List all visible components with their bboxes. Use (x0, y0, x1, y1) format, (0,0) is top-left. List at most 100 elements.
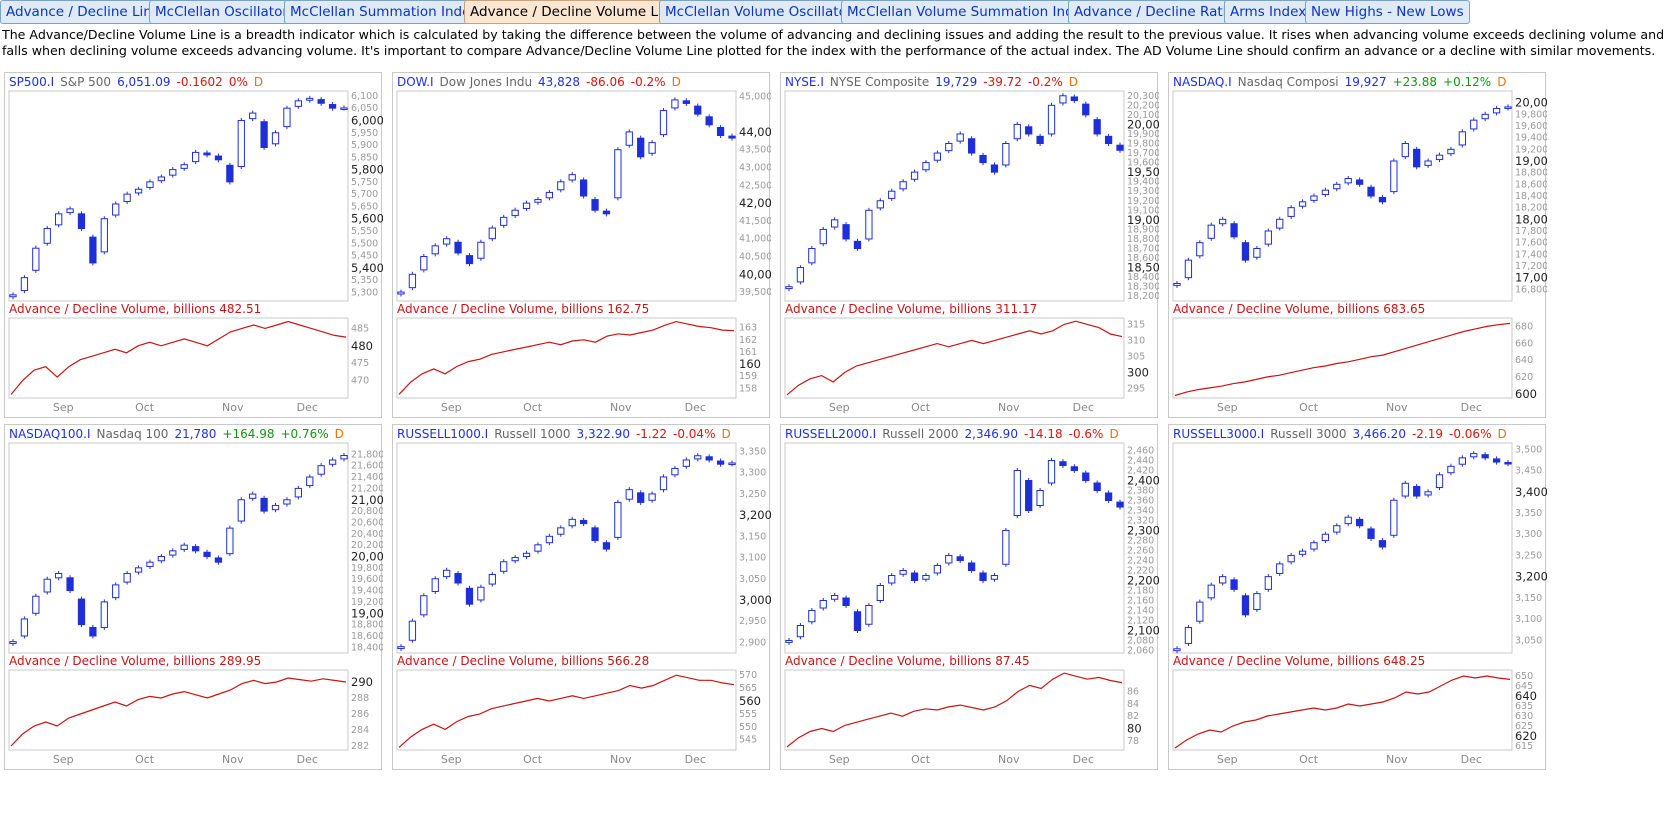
candle (922, 162, 930, 171)
symbol-link[interactable]: SP500.I (9, 75, 54, 89)
ad-tick-label: 550 (739, 722, 757, 733)
candle (705, 116, 713, 126)
candle (682, 459, 690, 467)
price-tick-label: 16,800 (1515, 284, 1547, 295)
tab-mcclellan-oscillator[interactable]: McClellan Oscillator (149, 0, 294, 24)
ad-tick-label: 680 (1515, 321, 1533, 332)
price-tick-label: 5,400 (351, 261, 383, 275)
tab-mcclellan-volume-summation-index[interactable]: McClellan Volume Summation Index (841, 0, 1096, 24)
period-button[interactable]: D (672, 75, 681, 89)
index-name: Dow Jones Indu (440, 75, 533, 89)
candle (1321, 533, 1330, 542)
price-tick-label: 20,200 (1127, 100, 1159, 111)
period-button[interactable]: D (1497, 427, 1506, 441)
price-tick-label: 18,300 (1127, 282, 1159, 293)
ad-plot-area (784, 669, 1125, 751)
candle (625, 131, 633, 146)
month-label: Sep (53, 753, 74, 766)
candle (203, 551, 211, 558)
ad-tick-label: 560 (739, 694, 761, 708)
price-tick-label: 18,200 (1515, 203, 1547, 214)
candle (1390, 499, 1398, 536)
candle (1298, 550, 1307, 555)
candle (1047, 104, 1056, 135)
price-tick-label: 20,600 (351, 517, 383, 528)
month-label: Sep (1217, 401, 1238, 414)
ad-tick-label: 162 (739, 335, 757, 346)
symbol-link[interactable]: NASDAQ100.I (9, 427, 91, 441)
symbol-link[interactable]: RUSSELL1000.I (397, 427, 488, 441)
candle (146, 181, 154, 188)
candle (933, 152, 942, 161)
candle (637, 492, 645, 503)
ad-tick-label: 635 (1515, 701, 1533, 712)
candle (659, 110, 668, 136)
month-label: Sep (441, 753, 462, 766)
candle (283, 107, 291, 128)
price-plot-area (396, 90, 737, 302)
candle (317, 99, 325, 104)
candle (967, 562, 976, 571)
tab-advance-decline-ratio[interactable]: Advance / Decline Ratio (1068, 0, 1241, 24)
price-tick-label: 2,160 (1127, 596, 1154, 607)
price-tick-label: 19,000 (1515, 154, 1547, 168)
price-tick-label: 3,200 (739, 508, 771, 522)
period-button[interactable]: D (254, 75, 263, 89)
tab-new-highs-new-lows[interactable]: New Highs - New Lows (1305, 0, 1470, 24)
price-tick-label: 20,100 (1127, 110, 1159, 121)
chart-panel-nysei: NYSE.I NYSE Composite 19,729 -39.72 -0.2% D 20… (780, 72, 1159, 418)
price-tick-label: 3,300 (1515, 529, 1542, 540)
price-tick-label: 5,500 (351, 238, 378, 249)
price-tick-label: 5,850 (351, 152, 378, 163)
price-tick-label: 2,140 (1127, 606, 1154, 617)
candle (922, 575, 930, 580)
period-button[interactable]: D (1497, 75, 1506, 89)
price-tick-label: 21,800 (351, 449, 383, 460)
price-plot-area (8, 442, 349, 654)
ad-tick-label: 86 (1127, 687, 1139, 698)
symbol-link[interactable]: NASDAQ.I (1173, 75, 1232, 89)
ad-volume-label: Advance / Decline Volume, billions (397, 654, 607, 668)
price-change: -14.18 (1024, 427, 1063, 441)
index-name: S&P 500 (60, 75, 111, 89)
tab-arms-index[interactable]: Arms Index (1224, 0, 1313, 24)
period-button[interactable]: D (1109, 427, 1118, 441)
price-tick-label: 5,800 (351, 163, 383, 177)
candle (1230, 223, 1238, 238)
candle (1196, 242, 1204, 257)
period-button[interactable]: D (335, 427, 344, 441)
tab-mcclellan-summation-index[interactable]: McClellan Summation Index (284, 0, 485, 24)
symbol-link[interactable]: RUSSELL3000.I (1173, 427, 1264, 441)
price-tick-label: 18,400 (1515, 191, 1547, 202)
candle (20, 618, 29, 637)
price-plot-area (1172, 442, 1513, 654)
month-label: Oct (135, 753, 155, 766)
price-tick-label: 21,200 (351, 483, 383, 494)
tab-advance-decline-line[interactable]: Advance / Decline Line (0, 0, 167, 24)
price-tick-label: 5,350 (351, 275, 378, 286)
tab-mcclellan-volume-oscillator[interactable]: McClellan Volume Oscillator (659, 0, 859, 24)
period-button[interactable]: D (721, 427, 730, 441)
price-tick-label: 3,150 (1515, 593, 1542, 604)
candle (146, 561, 154, 567)
symbol-link[interactable]: RUSSELL2000.I (785, 427, 876, 441)
candle (237, 499, 245, 522)
candle (157, 176, 166, 182)
candle (77, 598, 86, 626)
candle (134, 567, 143, 573)
candle (43, 228, 51, 244)
tab-advance-decline-volume-line[interactable]: Advance / Decline Volume Line (464, 0, 685, 24)
ad-plot-area (8, 669, 349, 751)
last-price: 19,927 (1345, 75, 1387, 89)
candle (420, 595, 428, 616)
period-button[interactable]: D (1069, 75, 1078, 89)
candle (1458, 457, 1466, 465)
candle (32, 247, 40, 271)
symbol-link[interactable]: DOW.I (397, 75, 434, 89)
candle (545, 535, 554, 544)
candle (9, 641, 17, 645)
candle (1378, 540, 1387, 548)
candle (169, 550, 177, 556)
symbol-link[interactable]: NYSE.I (785, 75, 824, 89)
ad-volume-value: 87.45 (995, 654, 1029, 668)
